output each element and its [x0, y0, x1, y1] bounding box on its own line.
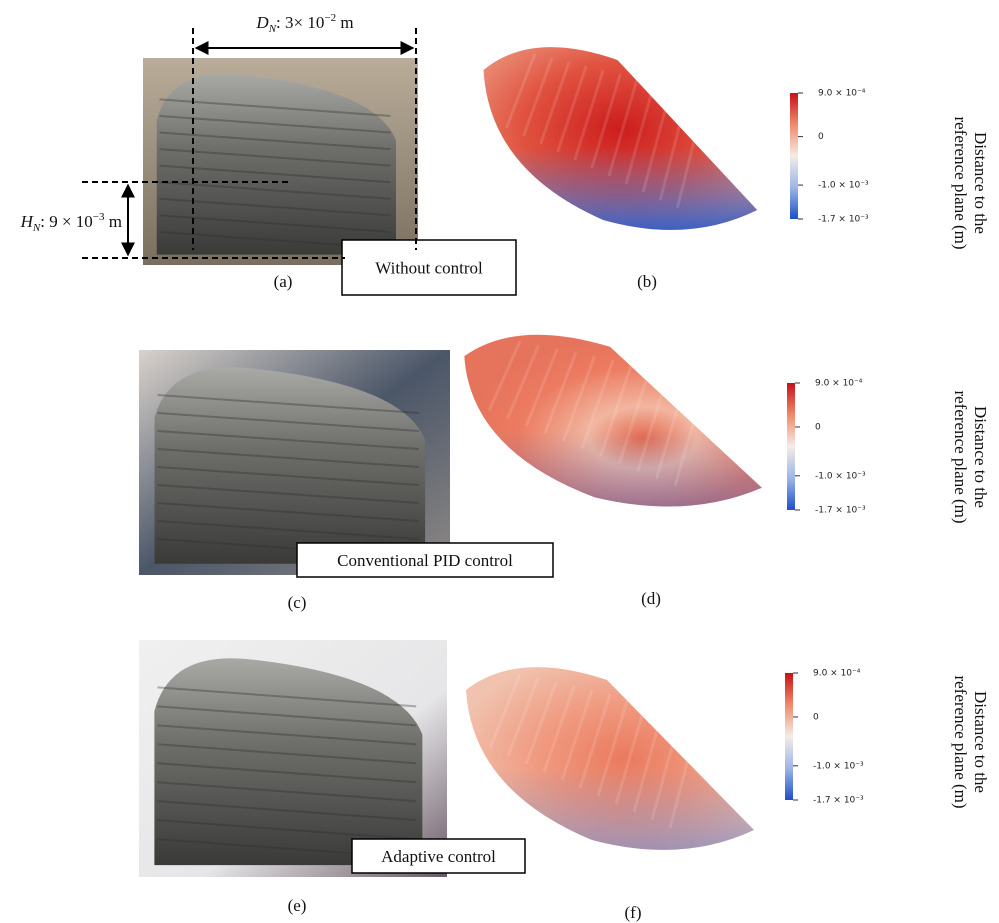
panel-label: (a)	[274, 272, 293, 291]
height-label: HN: 9 × 10−3 m	[20, 211, 122, 234]
colorbar-tick-label: 9.0 × 10⁻⁴	[815, 379, 863, 389]
caption: Adaptive control	[381, 847, 496, 866]
colorbar-title-line: reference plane (m)	[951, 675, 970, 808]
unit: m	[105, 212, 122, 231]
colorbar-tick-label: 0	[818, 132, 824, 142]
colorbar-tick-label: 9.0 × 10⁻⁴	[818, 89, 866, 99]
colorbar-title-line: Distance to the	[971, 406, 990, 508]
width-label: DN: 3× 10−2 m	[255, 12, 353, 35]
panel-label: (f)	[625, 903, 642, 922]
caption: Without control	[375, 259, 483, 278]
panel-label: (b)	[637, 272, 657, 291]
unit: m	[336, 13, 353, 32]
caption: Conventional PID control	[337, 551, 513, 570]
colorbar	[787, 383, 795, 510]
panel-row: Adaptive control (e) (f) 9.0 × 10⁻⁴ 0 -1.0 × …	[139, 640, 990, 922]
value: : 9 × 10	[40, 212, 93, 231]
panel-label: (c)	[288, 593, 307, 612]
exponent: −2	[324, 12, 336, 24]
symbol: D	[255, 13, 269, 32]
colorbar-tick-label: -1.0 × 10⁻³	[815, 471, 866, 481]
colorbar-tick-label: -1.0 × 10⁻³	[813, 761, 864, 771]
panel-label: (d)	[641, 589, 661, 608]
colorbar	[785, 673, 793, 800]
panel-label: (e)	[288, 896, 307, 915]
colorbar-tick-label: -1.7 × 10⁻³	[813, 796, 864, 806]
colorbar-tick-label: -1.0 × 10⁻³	[818, 181, 869, 191]
exponent: −3	[93, 211, 105, 223]
figure: Without control (a) (b) 9.0 × 10⁻⁴ 0 -1.0 × 1…	[0, 0, 999, 923]
colorbar-title-line: Distance to the	[971, 132, 990, 234]
panels: Without control (a) (b) 9.0 × 10⁻⁴ 0 -1.0 × 1…	[139, 47, 990, 922]
colorbar-tick-label: -1.7 × 10⁻³	[815, 506, 866, 516]
colorbar-tick-label: -1.7 × 10⁻³	[818, 215, 869, 225]
value: : 3× 10	[276, 13, 324, 32]
colorbar-tick-label: 0	[815, 422, 821, 432]
colorbar-title-line: reference plane (m)	[951, 116, 970, 249]
colorbar-tick-label: 0	[813, 712, 819, 722]
colorbar-tick-label: 9.0 × 10⁻⁴	[813, 669, 861, 679]
panel-row: Without control (a) (b) 9.0 × 10⁻⁴ 0 -1.0 × 1…	[143, 47, 990, 295]
colorbar-title-line: Distance to the	[971, 691, 990, 793]
colorbar	[790, 93, 798, 219]
panel-row: Conventional PID control (c) (d) 9.0 × 10⁻⁴…	[139, 335, 990, 612]
colorbar-title-line: reference plane (m)	[951, 390, 970, 523]
